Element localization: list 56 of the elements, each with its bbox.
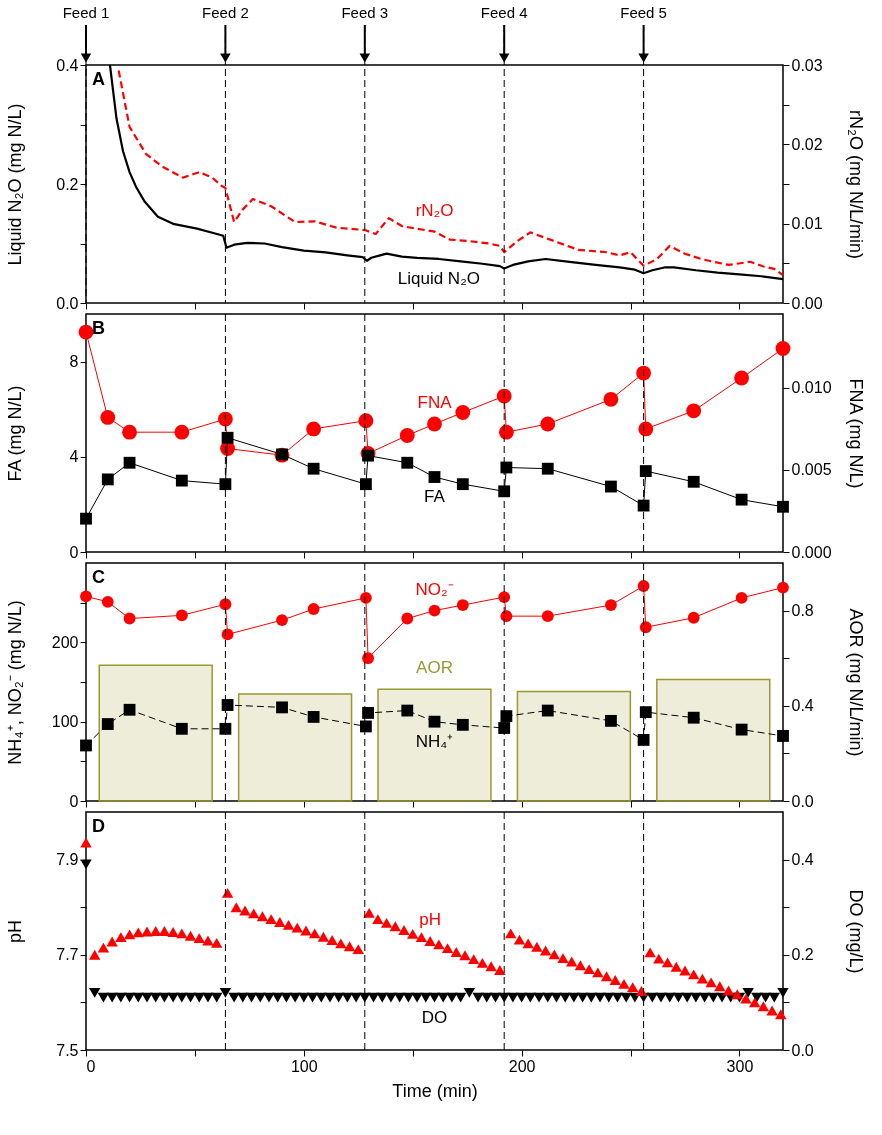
y2-axis-title: rN₂O (mg N/L/min) (845, 110, 866, 259)
y2-tick-label: 0.2 (791, 946, 814, 964)
y-axis-title: FA (mg N/L) (4, 385, 25, 482)
annotation: B (92, 318, 105, 338)
annotation: C (92, 567, 105, 587)
y-tick-label: 200 (51, 633, 79, 651)
y-axis-title: NH₄⁺, NO₂⁻ (mg N/L) (4, 600, 25, 765)
y2-tick-label: 0.0 (791, 792, 814, 810)
y-tick-label: 0 (69, 792, 79, 810)
series-label: rN₂O (415, 200, 454, 220)
x-tick-label: 0 (86, 1057, 96, 1075)
ref-line-label: Feed 4 (480, 4, 528, 21)
y-tick-label: 7.7 (56, 946, 79, 964)
y2-axis-title: FNA (mg N/L) (845, 378, 866, 489)
y2-tick-label: 0.005 (791, 461, 832, 479)
y-tick-label: 7.5 (56, 1041, 79, 1059)
y2-tick-label: 0.00 (791, 294, 823, 312)
y-tick-label: 0.0 (56, 294, 79, 312)
ref-line-label: Feed 3 (341, 4, 389, 21)
series-label: NO₂⁻ (415, 579, 454, 599)
y-tick-label: 0 (69, 543, 79, 561)
ref-line-label: Feed 1 (62, 4, 110, 21)
y-tick-label: 8 (69, 353, 79, 371)
y2-tick-label: 0.010 (791, 379, 832, 397)
series-label: NH₄⁺ (415, 731, 454, 751)
series-label: FNA (417, 392, 453, 412)
y2-tick-label: 0.000 (791, 543, 832, 561)
x-tick-label: 300 (726, 1057, 754, 1075)
series-label: AOR (416, 658, 453, 678)
x-axis-title: Time (min) (392, 1080, 478, 1101)
y2-tick-label: 0.01 (791, 215, 823, 233)
series-label: pH (419, 910, 442, 929)
y2-tick-label: 0.8 (791, 602, 814, 620)
y2-axis-title: DO (mg/L) (845, 889, 866, 974)
ref-line-label: Feed 5 (620, 4, 667, 21)
y-tick-label: 7.9 (56, 851, 79, 869)
series-label: DO (421, 1007, 448, 1027)
y2-axis-title: AOR (mg N/L/min) (845, 608, 866, 757)
y-axis-title: Liquid N₂O (mg N/L) (4, 103, 25, 266)
y2-tick-label: 0.03 (791, 56, 823, 74)
y2-tick-label: 0.4 (791, 851, 814, 869)
y-tick-label: 0.4 (56, 56, 79, 74)
y-tick-label: 0.2 (56, 175, 79, 193)
annotation: A (92, 69, 105, 89)
series-label: FA (424, 487, 446, 507)
x-tick-label: 200 (508, 1057, 536, 1075)
y2-tick-label: 0.0 (791, 1041, 814, 1059)
x-tick-label: 100 (290, 1057, 318, 1075)
y-axis-title: pH (4, 919, 25, 944)
y-tick-label: 100 (51, 713, 79, 731)
ref-line-label: Feed 2 (202, 4, 249, 21)
y-tick-label: 4 (69, 448, 79, 466)
y2-tick-label: 0.02 (791, 135, 823, 153)
annotation: D (92, 816, 105, 836)
series-label: Liquid N₂O (397, 268, 480, 288)
y2-tick-label: 0.4 (791, 697, 814, 715)
